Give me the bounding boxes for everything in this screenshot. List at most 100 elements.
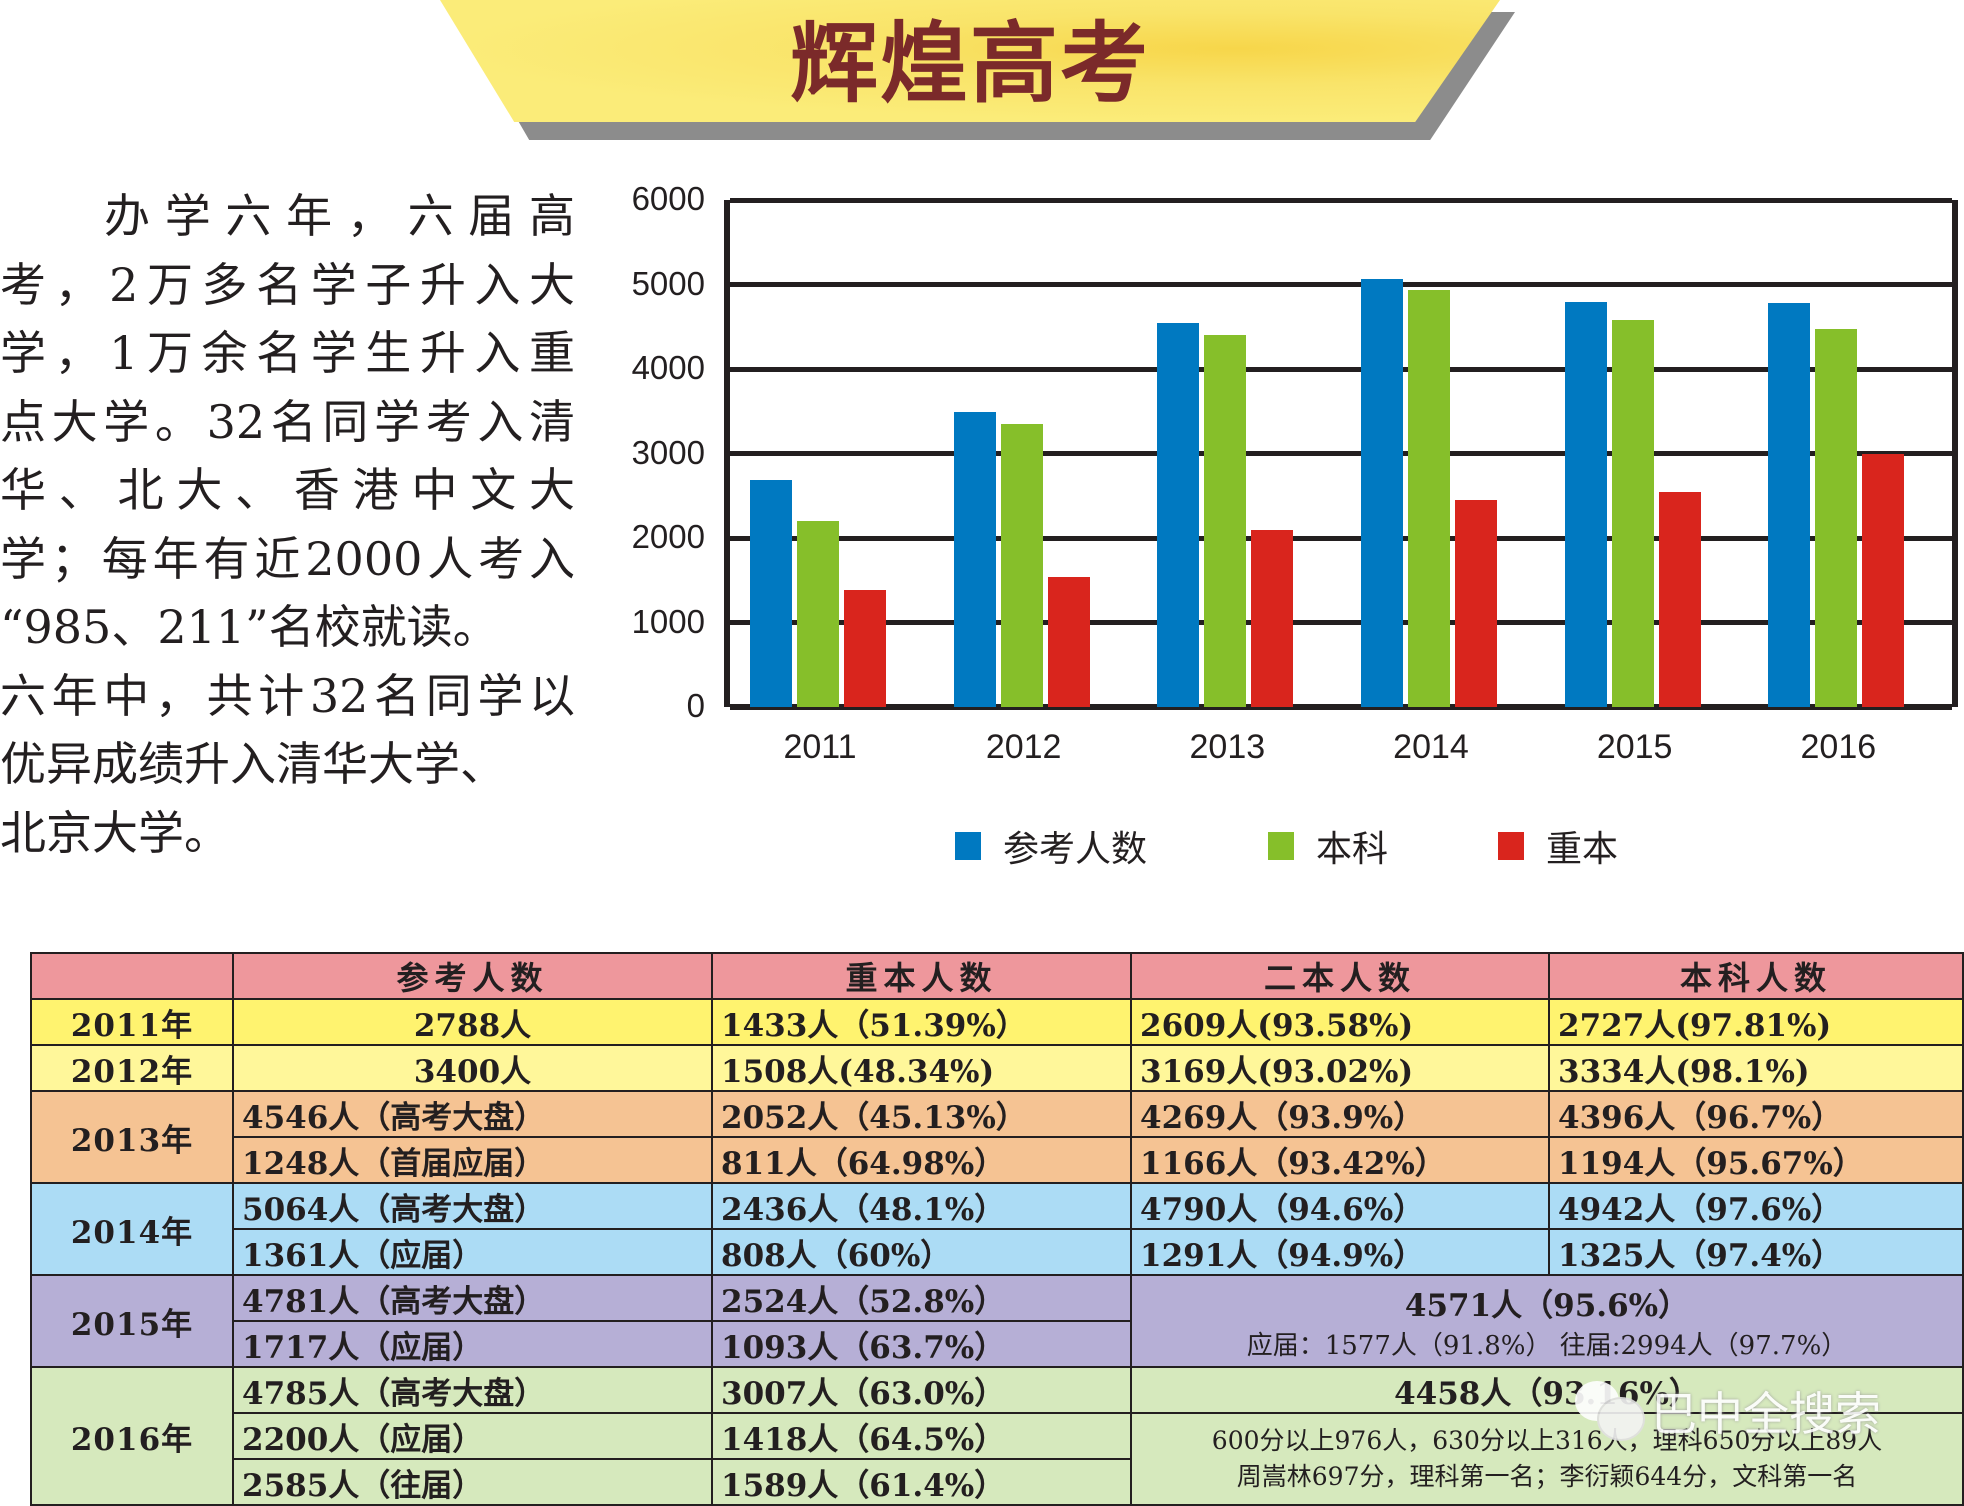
- bar-2011-0: [750, 479, 792, 707]
- bar-2012-1: [1000, 423, 1043, 707]
- title-banner: 辉煌高考: [440, 0, 1500, 122]
- score-summary: 600分以上976人，630分以上316人，理科650分以上89人: [1211, 1426, 1883, 1455]
- x-axis-line: [730, 704, 1952, 710]
- bar-2016-1: [1815, 329, 1858, 707]
- cell-key-univ: 1589人（61.4%）: [711, 1458, 1132, 1506]
- bar-2012-2: [1047, 576, 1090, 707]
- intro-line: 北京大学。: [0, 805, 230, 860]
- x-tick-label: 2012: [985, 728, 1062, 766]
- cell-undergrad: 2727人(97.81%): [1548, 998, 1964, 1046]
- intro-line: 六年中，共计32名同学以: [0, 668, 575, 723]
- gridline: [730, 282, 1952, 287]
- bar-2016-0: [1768, 303, 1811, 707]
- cell-examinees: 3400人: [232, 1044, 713, 1092]
- cell-examinees: 2788人: [232, 998, 713, 1046]
- bar-2014-0: [1361, 278, 1403, 707]
- watermark: 巴中全搜索: [1575, 1378, 1881, 1444]
- legend-label: 本科: [1316, 829, 1389, 870]
- cell-undergrad: 3334人(98.1%): [1548, 1044, 1964, 1092]
- cell-examinees: 1717人（应届）: [232, 1320, 713, 1368]
- cell-examinees: 1248人（首届应届）: [232, 1136, 713, 1184]
- gridline: [730, 620, 1952, 625]
- cell-second-tier: 4269人（93.9%）: [1130, 1090, 1550, 1138]
- legend-label: 参考人数: [1003, 829, 1148, 870]
- cell-undergrad: 1325人（97.4%）: [1548, 1228, 1964, 1276]
- intro-line: 优异成绩升入清华大学、: [0, 737, 506, 791]
- y-tick-label: 4000: [631, 349, 705, 386]
- x-tick-label: 2013: [1189, 728, 1266, 766]
- bar-2011-1: [797, 521, 839, 707]
- summary-breakdown: 应届：1577人（91.8%） 往届:2994人（97.7%）: [1246, 1331, 1848, 1361]
- y-tick-label: 2000: [631, 518, 705, 555]
- cell-2016-merged-notes: 600分以上976人，630分以上316人，理科650分以上89人 周嵩林697…: [1130, 1412, 1964, 1506]
- cell-examinees: 4785人（高考大盘）: [232, 1366, 713, 1414]
- cell-examinees: 5064人（高考大盘）: [232, 1182, 713, 1230]
- bar-2016-2: [1862, 453, 1905, 707]
- summary-total: 4571人（95.6%）: [1404, 1288, 1690, 1324]
- row-year-2015: 2015年: [30, 1274, 234, 1368]
- bar-2015-1: [1611, 320, 1654, 707]
- legend-item: 本科: [1268, 820, 1388, 872]
- intro-paragraph: 办学六年，六届高 考，2万多名学子升入大 学，1万余名学生升入重 点大学。32名…: [0, 182, 575, 867]
- cell-second-tier: 1166人（93.42%）: [1130, 1136, 1550, 1184]
- intro-line: 办学六年，六届高: [104, 189, 575, 243]
- top-scorers: 周嵩林697分，理科第一名；李衍颖644分，文科第一名: [1236, 1462, 1858, 1491]
- bar-2013-2: [1251, 530, 1294, 707]
- gridline: [730, 197, 1952, 203]
- bar-2011-2: [844, 589, 886, 707]
- table-header-key-univ: 重本人数: [711, 952, 1132, 1000]
- bar-chart: 0 1000 2000 3000 4000 5000 6000 2011 2012 2013 20…: [600, 180, 1964, 880]
- intro-line: 考，2万多名学子升入大: [0, 257, 575, 312]
- bar-2015-0: [1564, 302, 1607, 707]
- y-tick-label: 3000: [631, 433, 705, 471]
- cell-examinees: 2200人（应届）: [232, 1412, 713, 1460]
- bar-2014-1: [1408, 289, 1450, 707]
- intro-line: 学；每年有近2000人考入: [0, 531, 575, 586]
- gridline: [730, 366, 1952, 372]
- cell-second-tier: 4790人（94.6%）: [1130, 1182, 1550, 1230]
- cell-2015-merged-summary: 4571人（95.6%） 应届：1577人（91.8%） 往届:2994人（97…: [1130, 1274, 1964, 1368]
- cell-key-univ: 1433人（51.39%）: [711, 998, 1132, 1046]
- intro-line: 学，1万余名学生升入重: [0, 326, 575, 380]
- bar-2012-0: [953, 412, 996, 707]
- bar-2013-1: [1204, 335, 1247, 707]
- legend-label: 重本: [1546, 829, 1619, 870]
- cell-key-univ: 1093人（63.7%）: [711, 1320, 1132, 1368]
- gridline: [730, 451, 1952, 456]
- y-tick-label: 0: [686, 687, 705, 724]
- cell-key-univ: 2052人（45.13%）: [711, 1090, 1132, 1138]
- bar-2013-0: [1157, 322, 1200, 707]
- row-year-2013: 2013年: [30, 1090, 234, 1184]
- legend-item: 参考人数: [955, 820, 1147, 872]
- cell-undergrad: 4942人（97.6%）: [1548, 1182, 1964, 1230]
- legend-swatch: [1268, 832, 1294, 860]
- x-tick-label: 2015: [1596, 728, 1673, 766]
- cell-key-univ: 811人（64.98%）: [711, 1136, 1132, 1184]
- wechat-icon: [1575, 1381, 1645, 1441]
- cell-second-tier: 2609人(93.58%): [1130, 998, 1550, 1046]
- cell-examinees: 4546人（高考大盘）: [232, 1090, 713, 1138]
- table-header-undergrad: 本科人数: [1548, 952, 1964, 1000]
- legend-swatch: [955, 832, 981, 860]
- legend-item: 重本: [1498, 820, 1618, 872]
- cell-key-univ: 808人（60%）: [711, 1228, 1132, 1276]
- table-header-second-tier: 二本人数: [1130, 952, 1550, 1000]
- cell-key-univ: 2436人（48.1%）: [711, 1182, 1132, 1230]
- gridline: [730, 535, 1952, 541]
- cell-examinees: 2585人（往届）: [232, 1458, 713, 1506]
- bar-2014-2: [1455, 499, 1497, 707]
- cell-key-univ: 3007人（63.0%）: [711, 1366, 1132, 1414]
- intro-line: 点大学。32名同学考入清: [0, 394, 575, 449]
- y-tick-label: 1000: [631, 602, 705, 640]
- row-year-2014: 2014年: [30, 1182, 234, 1276]
- cell-second-tier: 3169人(93.02%): [1130, 1044, 1550, 1092]
- row-year-2011: 2011年: [30, 998, 234, 1046]
- cell-undergrad: 4396人（96.7%）: [1548, 1090, 1964, 1138]
- y-tick-label: 5000: [631, 264, 705, 302]
- watermark-text: 巴中全搜索: [1651, 1387, 1881, 1441]
- plot-area: [724, 197, 1958, 710]
- x-tick-label: 2016: [1800, 728, 1877, 766]
- cell-examinees: 4781人（高考大盘）: [232, 1274, 713, 1322]
- intro-line: 华、北大、香港中文大: [0, 463, 575, 517]
- x-tick-label: 2014: [1393, 728, 1469, 766]
